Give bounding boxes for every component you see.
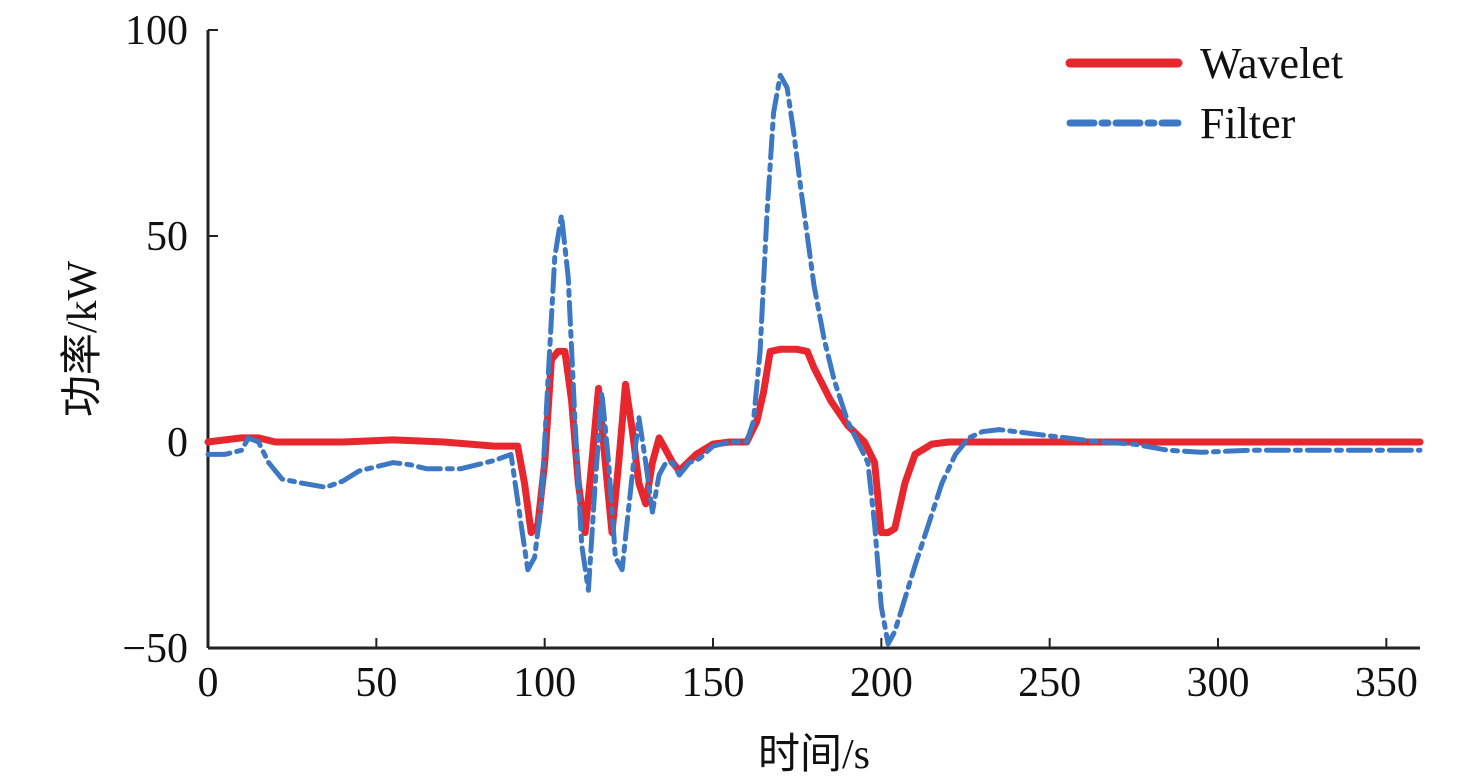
x-tick-label: 300 (1187, 660, 1250, 706)
x-tick-label: 350 (1355, 660, 1418, 706)
y-tick-label: −50 (122, 626, 188, 672)
y-axis-title: 功率/kW (59, 260, 106, 417)
y-tick-label: 50 (146, 214, 188, 260)
y-tick-label: 0 (167, 420, 188, 466)
legend-label-wavelet: Wavelet (1200, 39, 1343, 88)
legend: Wavelet Filter (1065, 39, 1343, 148)
x-tick-label: 50 (355, 660, 397, 706)
x-axis-title: 时间/s (758, 732, 870, 778)
series-line-wavelet (204, 345, 1424, 537)
y-ticks: −50 0 50 100 (122, 8, 218, 672)
x-tick-label: 150 (682, 660, 745, 706)
y-tick-label: 100 (125, 8, 188, 54)
x-tick-label: 100 (513, 660, 576, 706)
x-tick-label: 0 (198, 660, 219, 706)
legend-label-filter: Filter (1200, 99, 1296, 148)
series-layer (204, 72, 1424, 647)
x-ticks: 0 50 100 150 200 250 300 350 (198, 638, 1418, 706)
x-tick-label: 250 (1018, 660, 1081, 706)
x-tick-label: 200 (850, 660, 913, 706)
series-line-filter (205, 72, 1423, 647)
